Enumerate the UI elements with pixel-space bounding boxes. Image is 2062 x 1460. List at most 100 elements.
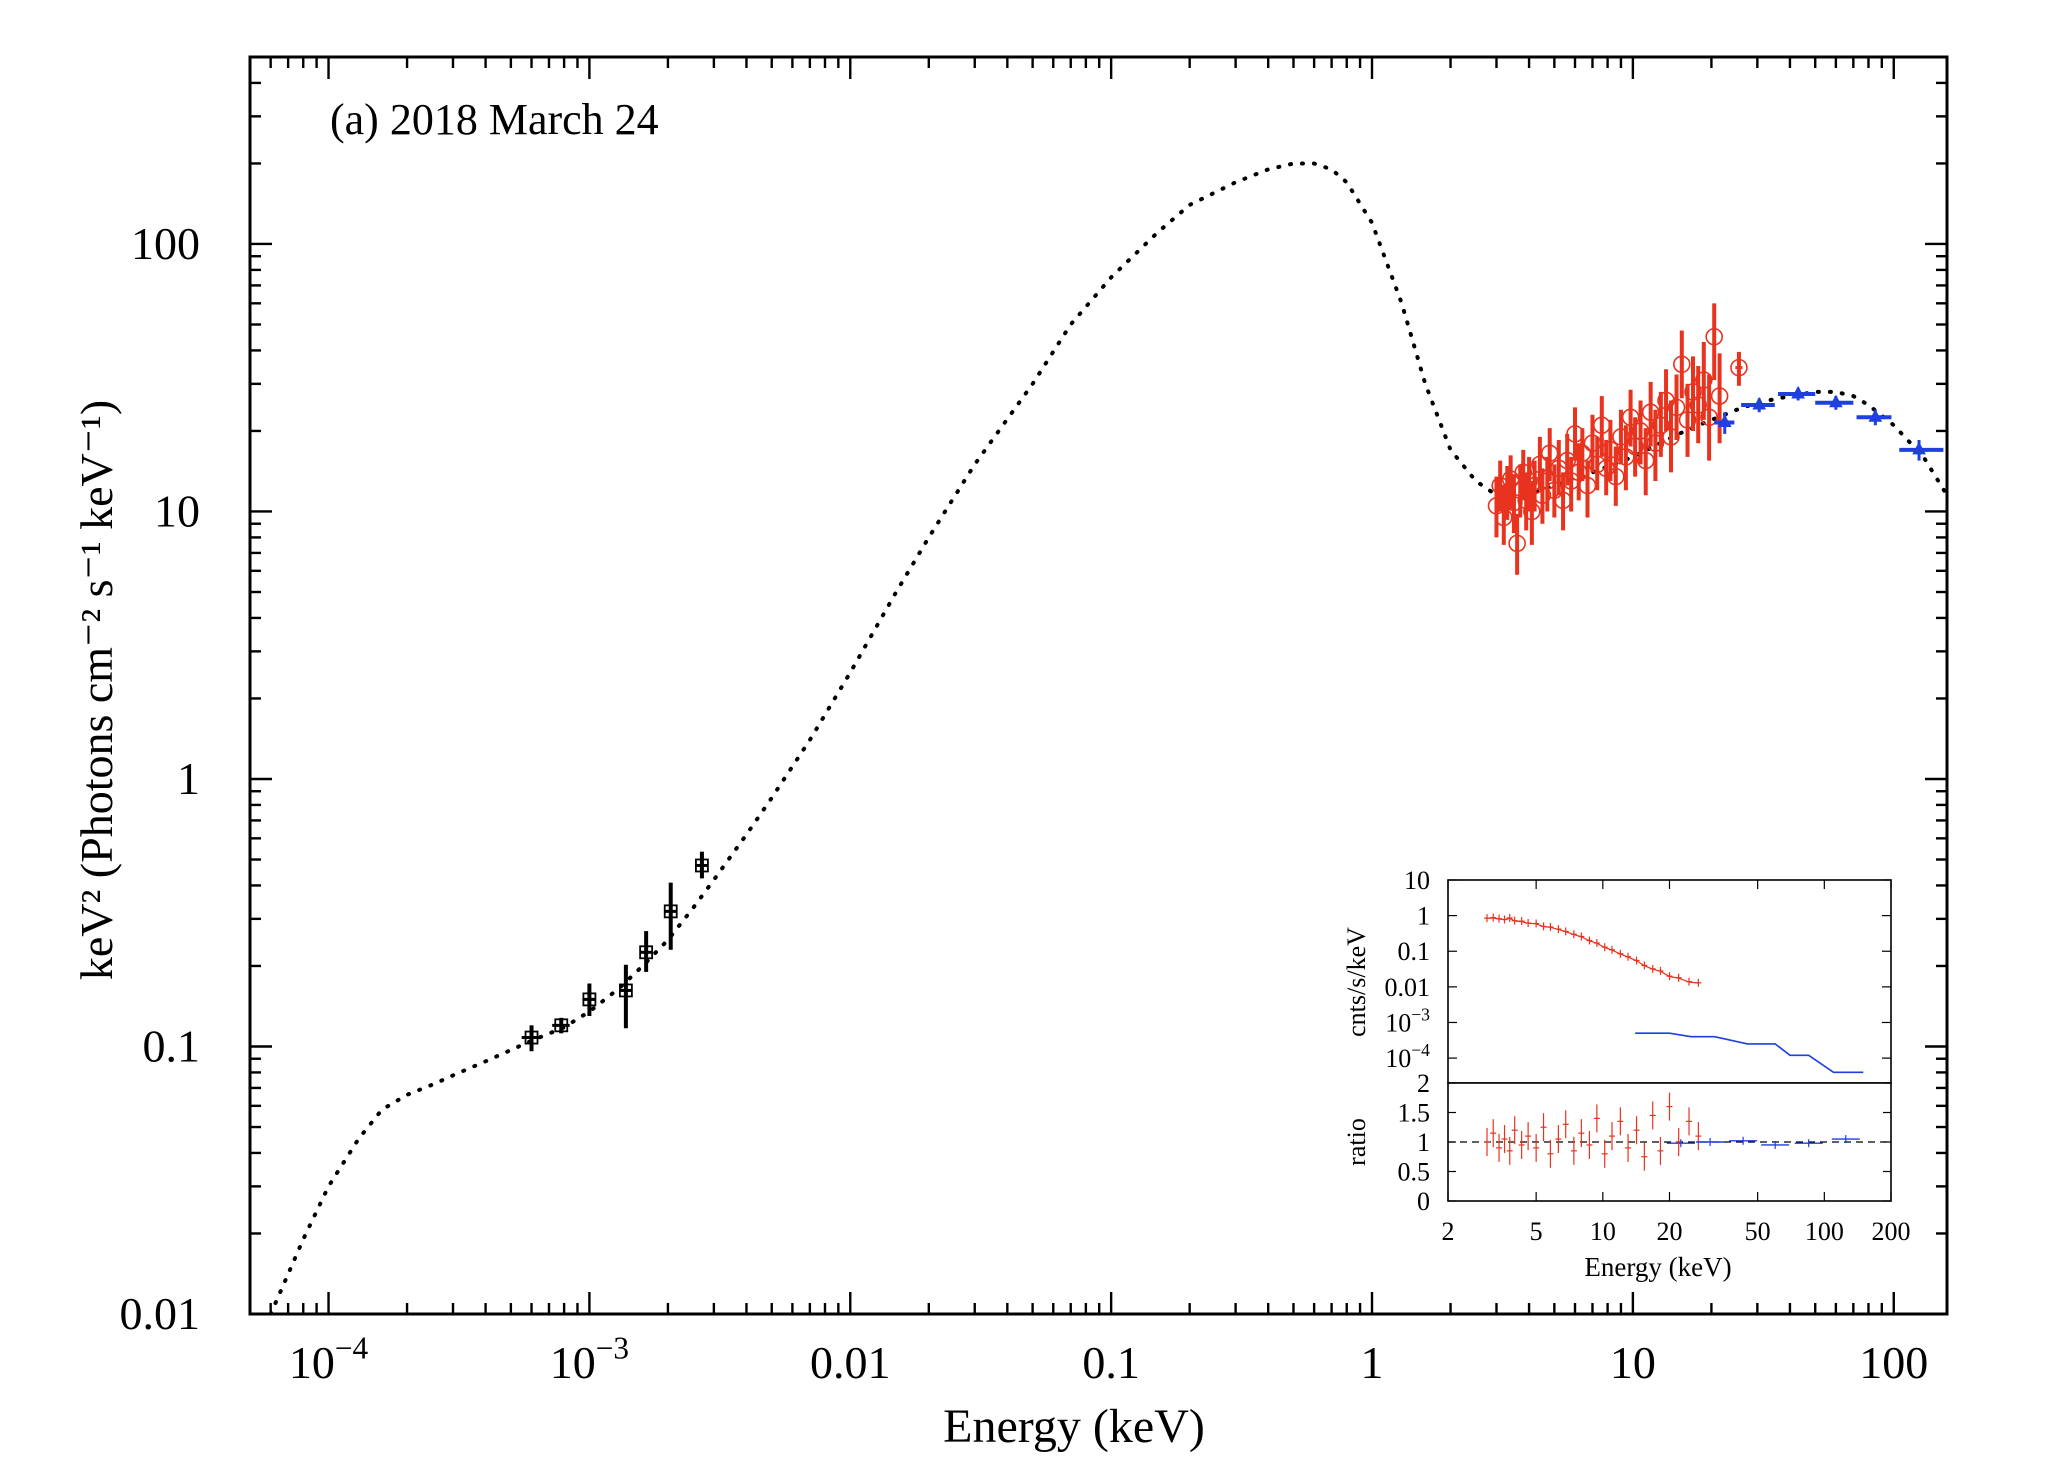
inset-ratio-y-tick-label: 0 — [1417, 1187, 1430, 1216]
inset-ratio-blue-point — [1696, 1138, 1725, 1146]
inset-ratio-red-point — [1641, 1142, 1648, 1171]
data-point-red — [1700, 374, 1718, 461]
circle-marker — [1646, 434, 1665, 452]
circle-marker — [1662, 428, 1680, 446]
circle-marker — [1678, 411, 1697, 429]
circle-marker — [1705, 327, 1724, 346]
main-axis-ticks — [248, 55, 1947, 1316]
data-point-red — [1626, 417, 1644, 477]
inset-x-tick-label: 20 — [1657, 1217, 1683, 1246]
inset-ratio-red-point — [1490, 1119, 1497, 1148]
triangle-marker — [1912, 441, 1926, 455]
square-marker — [582, 992, 597, 1007]
inset-ratio-red-point — [1506, 1136, 1513, 1165]
inset-ratio-y-label: ratio — [1342, 1118, 1371, 1166]
x-tick-label: 10 — [1610, 1337, 1656, 1388]
circle-marker — [1631, 422, 1650, 440]
data-point-red — [1508, 513, 1526, 575]
circle-marker — [1667, 398, 1686, 417]
data-point-red — [1606, 446, 1625, 506]
inset-ratio-red-point — [1562, 1110, 1569, 1139]
data-point-red — [1705, 303, 1724, 381]
circle-marker — [1689, 396, 1708, 414]
data-point-red — [1667, 374, 1686, 441]
inset-ratio-red-point — [1695, 1122, 1702, 1151]
inset-ratio-red-point — [1586, 1130, 1593, 1159]
inset-counts-y-tick-label: 0.01 — [1385, 973, 1431, 1002]
inset-ratio-red-point — [1540, 1113, 1547, 1142]
inset-ratio-red-point — [1496, 1133, 1503, 1162]
inset-counts-y-tick-label: 10 — [1404, 866, 1430, 895]
inset-ratio-red-point — [1555, 1125, 1562, 1154]
square-marker — [639, 945, 654, 960]
data-point-red — [1672, 330, 1691, 399]
circle-marker — [1494, 508, 1513, 527]
circle-marker — [1508, 534, 1526, 553]
data-point-red — [1730, 351, 1748, 386]
inset-ratio-red-point — [1547, 1139, 1554, 1168]
panel-title: (a) 2018 March 24 — [330, 95, 659, 144]
inset-ratio-red-point — [1608, 1122, 1615, 1151]
inset-counts-blue-model — [1635, 1032, 1864, 1074]
inset-ratio-red-point — [1570, 1136, 1577, 1165]
triangle-marker — [1752, 396, 1767, 410]
data-point-blue — [1714, 412, 1735, 434]
circle-marker — [1672, 355, 1691, 374]
data-point-uvot — [521, 1025, 541, 1052]
data-point-red — [1523, 481, 1541, 545]
data-point-blue — [1856, 409, 1892, 426]
inset-ratio-red-point — [1657, 1136, 1664, 1165]
data-point-uvot — [695, 851, 709, 879]
inset-ratio-blue-point — [1761, 1140, 1790, 1149]
data-point-uvot — [663, 882, 678, 950]
inset-ratio-y-tick-label: 2 — [1417, 1069, 1430, 1098]
inset-ratio-blue-point — [1729, 1136, 1758, 1145]
inset-ratio-red-point — [1518, 1130, 1525, 1159]
inset-ratio-y-tick-label: 1 — [1417, 1128, 1430, 1157]
inset-counts-panel-background — [1448, 880, 1891, 1083]
square-marker — [663, 904, 678, 919]
inset-ratio-red-point — [1578, 1119, 1585, 1148]
inset-ratio-red-point — [1633, 1116, 1640, 1145]
inset-x-tick-label: 2 — [1442, 1217, 1455, 1246]
data-point-red — [1646, 409, 1665, 482]
inset-ratio-blue-point — [1831, 1135, 1860, 1144]
y-tick-label: 1 — [177, 753, 200, 804]
data-point-uvot — [552, 1017, 570, 1034]
data-point-red — [1694, 342, 1713, 420]
circle-marker — [1710, 387, 1729, 405]
inset-ratio-red-point — [1625, 1133, 1632, 1162]
data-point-uvot — [618, 964, 633, 1029]
circle-marker — [1652, 416, 1670, 435]
circle-marker — [1694, 371, 1713, 389]
x-tick-label: 1 — [1361, 1337, 1384, 1388]
inset-counts-y-tick-label: 1 — [1417, 902, 1430, 931]
circle-marker — [1606, 467, 1625, 486]
square-marker — [524, 1030, 539, 1045]
data-point-blue — [1741, 396, 1775, 413]
data-point-blue — [1899, 440, 1944, 461]
inset-ratio-red-point — [1617, 1107, 1624, 1136]
square-marker — [618, 983, 633, 998]
y-tick-label: 0.1 — [143, 1020, 201, 1071]
data-point-red — [1710, 353, 1729, 444]
inset-ratio-red-point — [1533, 1133, 1540, 1162]
data-point-uvot — [639, 931, 654, 972]
data-point-red — [1520, 456, 1538, 512]
inset-ratio-red-point — [1501, 1125, 1508, 1154]
circle-marker — [1520, 472, 1538, 490]
circle-marker — [1626, 437, 1644, 456]
circle-marker — [1514, 463, 1533, 482]
y-tick-label: 100 — [131, 218, 200, 269]
y-tick-label: 10 — [154, 485, 200, 536]
triangle-marker — [1791, 385, 1805, 399]
inset-ratio-ticks: 00.511.522 5 10 20 50 100 200 — [1398, 880, 1911, 1246]
circle-marker — [1601, 441, 1620, 459]
square-marker — [695, 858, 709, 873]
x-tick-label: 100 — [1859, 1337, 1928, 1388]
circle-marker — [1573, 444, 1592, 463]
y-axis-label: keV² (Photons cm⁻² s⁻¹ keV⁻¹) — [71, 400, 122, 980]
inset-ratio-red-point — [1511, 1116, 1518, 1145]
inset-x-axis-label: Energy (keV) — [1584, 1252, 1731, 1282]
inset-ratio-panel: 00.511.522 5 10 20 50 100 200 ratio Energy (ke… — [1342, 880, 1911, 1282]
